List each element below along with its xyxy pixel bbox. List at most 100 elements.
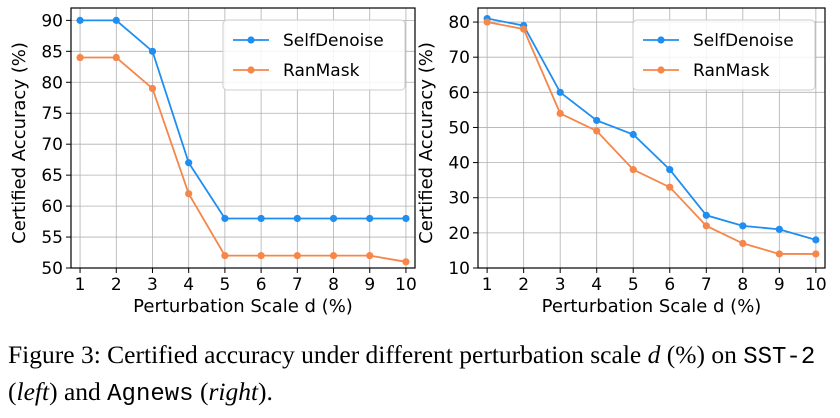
y-tick-label: 65 bbox=[41, 166, 63, 186]
legend-box bbox=[222, 19, 406, 91]
series-1-point bbox=[185, 159, 193, 167]
series-1-point bbox=[221, 214, 229, 223]
series-line-1 bbox=[486, 17, 817, 241]
series-2-point bbox=[593, 127, 601, 135]
legend-marker-2 bbox=[657, 66, 665, 74]
y-tick-label: 50 bbox=[448, 118, 470, 138]
legend-marker-1 bbox=[657, 36, 665, 44]
series-1-point bbox=[366, 214, 374, 223]
series-1-point bbox=[775, 225, 783, 233]
legend-marker-1 bbox=[247, 36, 255, 44]
y-tick-label: 60 bbox=[448, 83, 470, 103]
series-1-point bbox=[593, 116, 601, 125]
caption-left: left bbox=[16, 377, 50, 406]
y-axis-label: Certified Accuracy (%) bbox=[416, 42, 437, 244]
caption-lead: Figure 3: Certified accuracy under diffe… bbox=[8, 340, 648, 369]
chart-panel-2: 1 2 3 4 5 6 7 8 9 10 10 20 30 40 50 60 70 80 Perturbation … bbox=[416, 7, 827, 317]
x-tick-label: 4 bbox=[183, 275, 194, 295]
caption-end: ). bbox=[258, 377, 273, 406]
series-line-1 bbox=[80, 19, 406, 220]
y-tick-label: 30 bbox=[448, 189, 470, 209]
x-tick-label: 6 bbox=[256, 275, 267, 295]
x-tick-label: 10 bbox=[805, 275, 827, 295]
x-tick-label: 10 bbox=[395, 275, 417, 295]
series-2-point bbox=[556, 109, 564, 118]
caption-right: right bbox=[208, 377, 259, 406]
y-tick-label: 40 bbox=[448, 154, 470, 174]
series-2-point bbox=[402, 258, 410, 266]
series-2-point bbox=[629, 166, 637, 174]
figure-caption: Figure 3: Certified accuracy under diffe… bbox=[8, 338, 834, 412]
y-tick-label: 80 bbox=[41, 73, 63, 93]
caption-paren-open-right: ( bbox=[193, 377, 209, 406]
series-1-point bbox=[739, 222, 747, 230]
series-2-point bbox=[148, 84, 157, 93]
y-tick-label: 50 bbox=[41, 259, 63, 279]
y-tick-label: 20 bbox=[448, 224, 470, 244]
x-tick-label: 2 bbox=[111, 275, 122, 295]
x-tick-label: 7 bbox=[701, 275, 712, 295]
legend-label-2: RanMask bbox=[283, 61, 360, 81]
plot-frame bbox=[70, 7, 416, 269]
x-tick-label: 5 bbox=[219, 275, 230, 295]
series-1-point bbox=[76, 16, 84, 24]
y-tick-label: 80 bbox=[448, 13, 470, 33]
series-2-point bbox=[520, 25, 528, 33]
series-line-2 bbox=[80, 56, 407, 263]
caption-dataset-sst2: SST-2 bbox=[743, 344, 816, 371]
series-1-point bbox=[812, 236, 820, 244]
y-tick-label: 75 bbox=[41, 104, 63, 124]
y-tick-label: 10 bbox=[448, 259, 470, 279]
x-tick-label: 3 bbox=[147, 275, 158, 295]
series-2-point bbox=[257, 252, 265, 260]
series-1-point bbox=[402, 214, 410, 223]
legend-label-1: SelfDenoise bbox=[693, 31, 794, 51]
y-axis-label: Certified Accuracy (%) bbox=[9, 42, 30, 244]
caption-dataset-agnews: Agnews bbox=[107, 381, 194, 408]
series-1-point bbox=[257, 214, 265, 223]
plot-frame bbox=[477, 7, 826, 269]
y-tick-label: 85 bbox=[41, 42, 63, 62]
series-2-point bbox=[702, 222, 710, 230]
x-tick-label: 9 bbox=[774, 275, 785, 295]
x-tick-label: 8 bbox=[328, 275, 339, 295]
caption-variable: d bbox=[647, 340, 661, 369]
x-tick-label: 9 bbox=[364, 275, 375, 295]
y-tick-label: 70 bbox=[448, 48, 470, 68]
legend-box bbox=[632, 19, 816, 91]
series-1-point bbox=[666, 166, 674, 174]
series-2-point bbox=[185, 190, 193, 198]
x-tick-label: 2 bbox=[518, 275, 529, 295]
x-tick-label: 8 bbox=[737, 275, 748, 295]
series-1-point bbox=[556, 88, 564, 96]
x-tick-label: 6 bbox=[664, 275, 675, 295]
series-2-point bbox=[775, 250, 783, 258]
series-1-point bbox=[329, 214, 338, 223]
series-2-point bbox=[112, 53, 120, 62]
chart-panel-1: 1 2 3 4 5 6 7 8 9 10 50 55 60 65 70 75 80 85 90 Perturbatio… bbox=[9, 7, 417, 317]
series-line-2 bbox=[486, 21, 816, 255]
series-2-point bbox=[76, 53, 84, 62]
y-tick-label: 60 bbox=[41, 197, 63, 217]
series-1-point bbox=[112, 16, 120, 24]
x-tick-label: 5 bbox=[628, 275, 639, 295]
series-2-point bbox=[739, 239, 747, 248]
series-2-point bbox=[812, 250, 820, 258]
series-2-point bbox=[293, 252, 301, 260]
series-2-point bbox=[329, 252, 338, 260]
x-axis-label: Perturbation Scale d (%) bbox=[542, 296, 762, 317]
x-axis-label: Perturbation Scale d (%) bbox=[133, 296, 353, 317]
series-1-point bbox=[293, 214, 301, 223]
x-tick-label: 1 bbox=[75, 275, 86, 295]
series-2-point bbox=[221, 252, 229, 260]
series-1-point bbox=[629, 130, 637, 139]
series-2-point bbox=[483, 18, 491, 26]
series-1-point bbox=[702, 211, 710, 219]
y-tick-label: 70 bbox=[41, 135, 63, 155]
x-tick-label: 4 bbox=[591, 275, 602, 295]
y-tick-label: 90 bbox=[41, 11, 63, 31]
y-tick-label: 55 bbox=[41, 228, 63, 248]
legend-label-1: SelfDenoise bbox=[283, 31, 384, 51]
series-1-point bbox=[148, 47, 157, 55]
